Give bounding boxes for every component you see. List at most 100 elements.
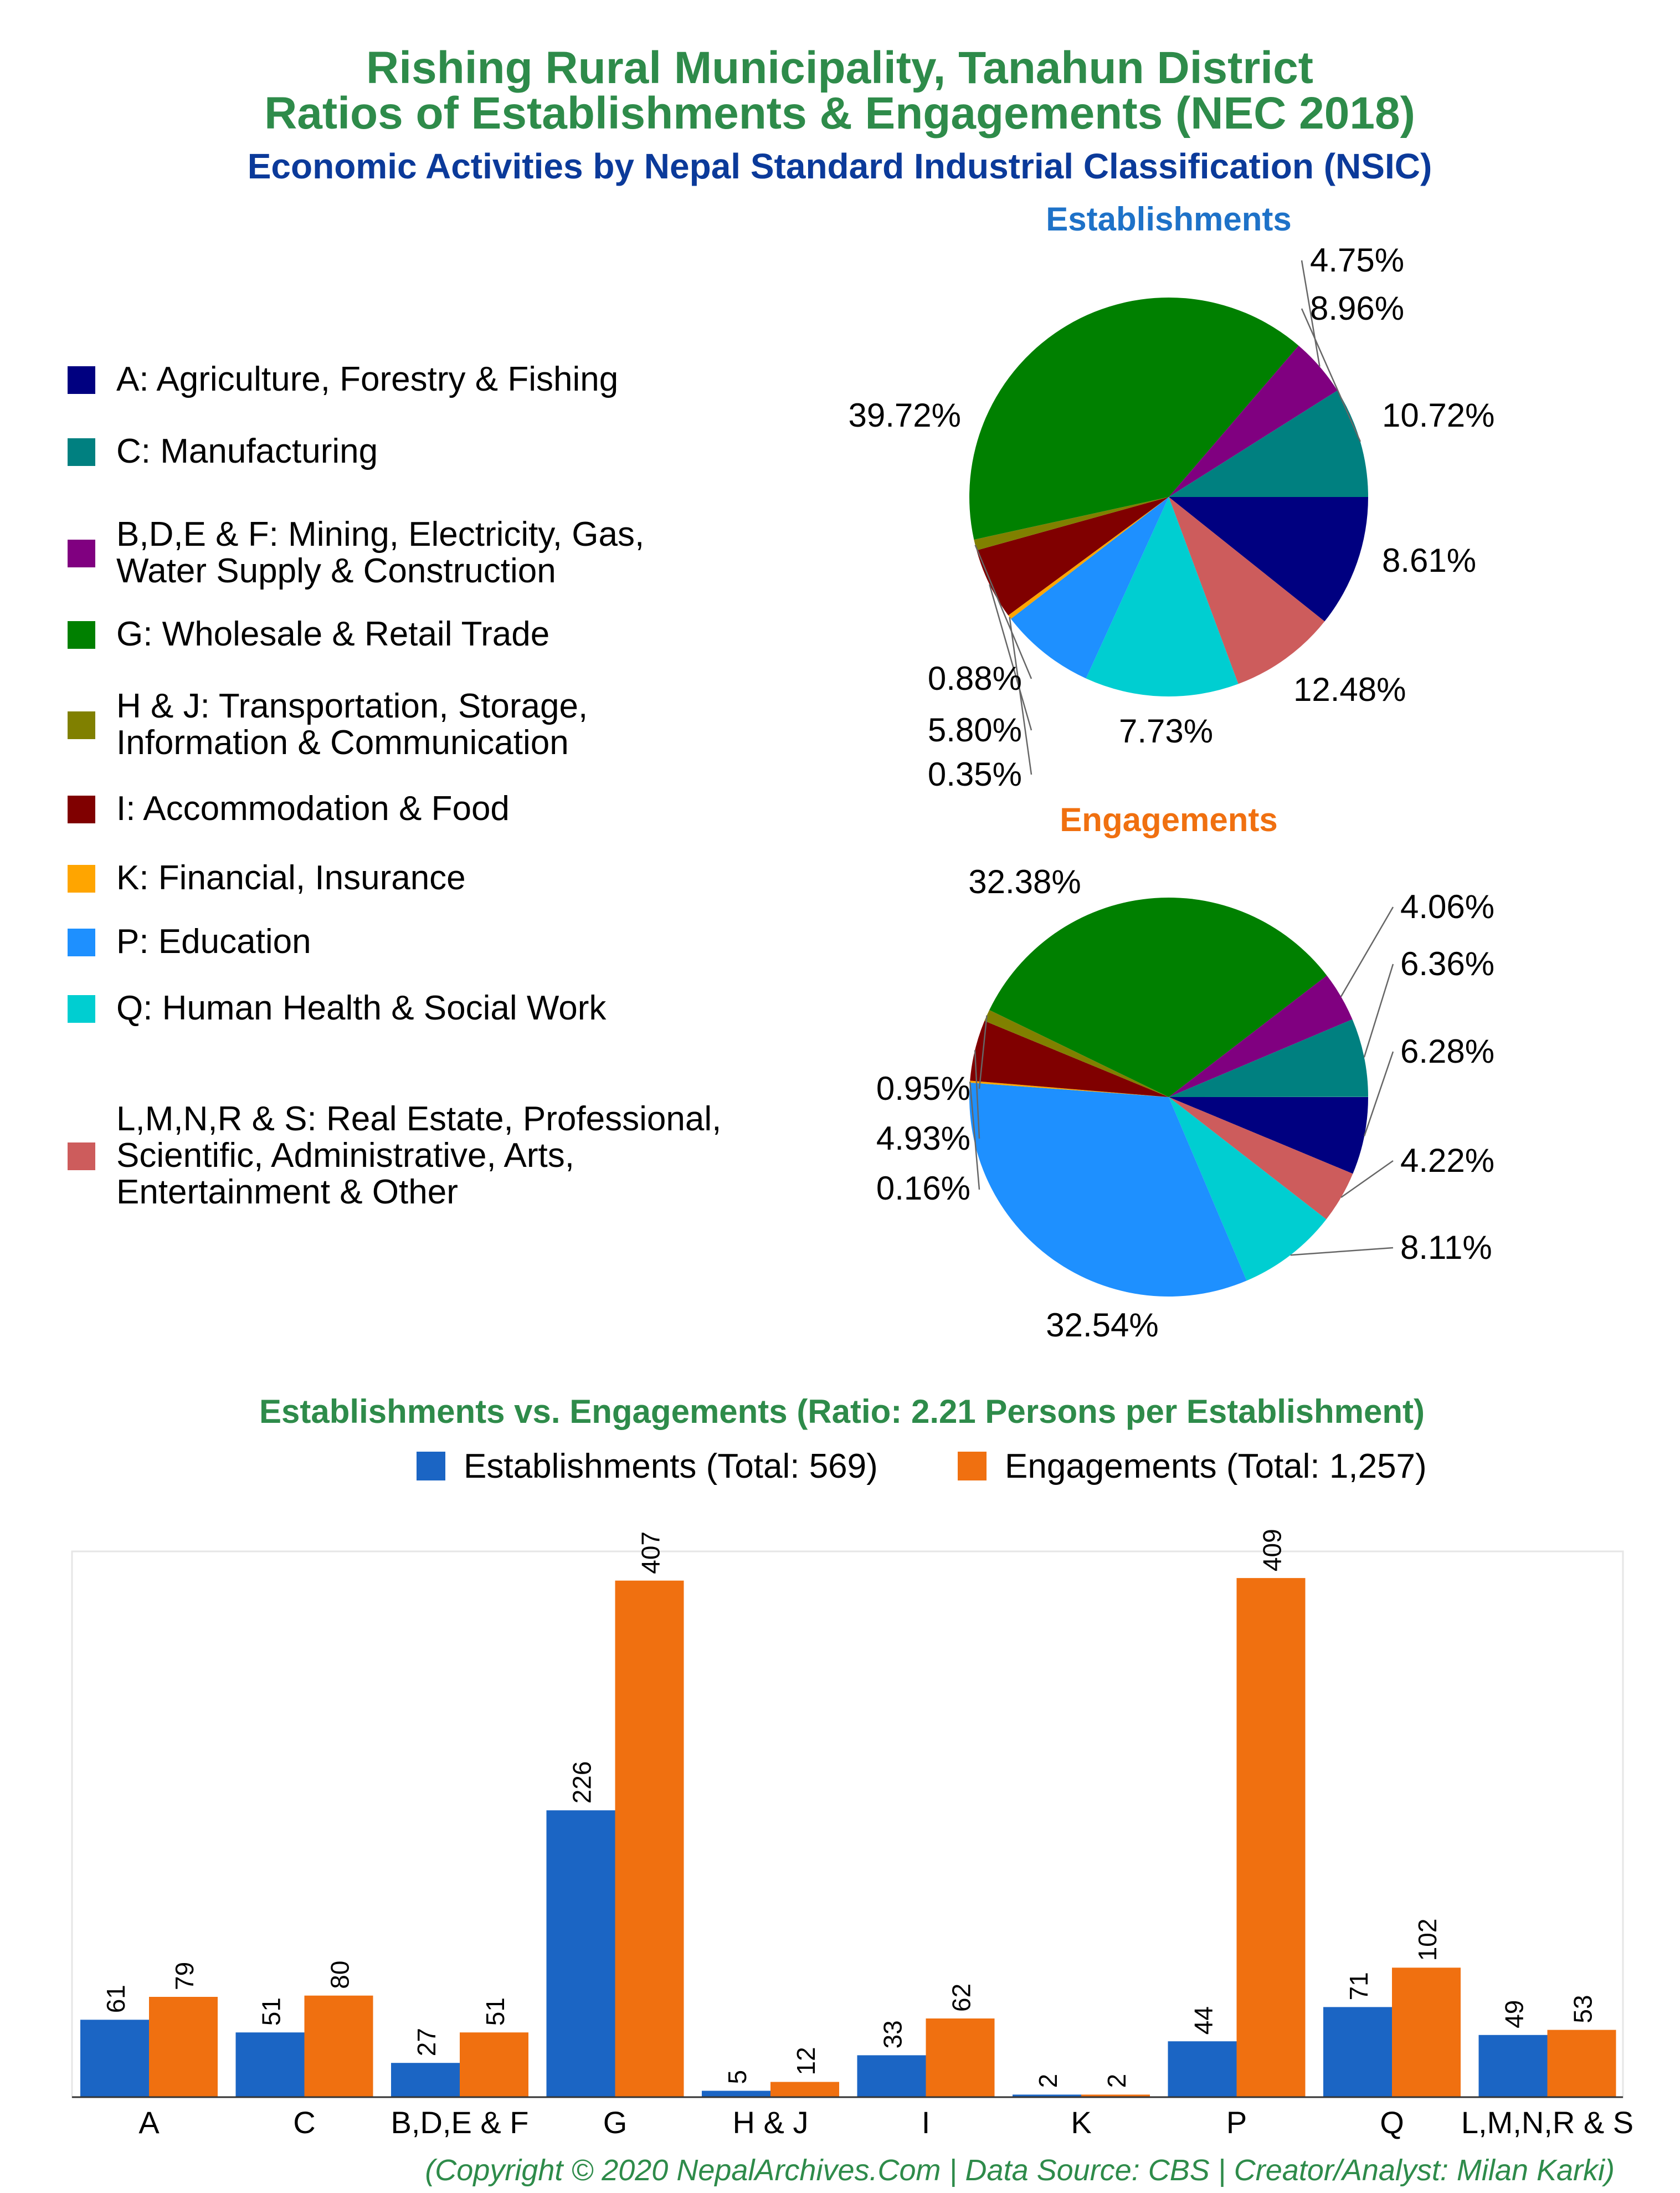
legend-label: K: Financial, Insurance (116, 859, 466, 897)
bar-engagements-8 (1392, 1967, 1461, 2097)
bar-category-label: H & J (733, 2105, 809, 2140)
legend-swatch (68, 366, 95, 394)
pie-slice-lmnrs (1169, 497, 1325, 684)
pie-slice-lmnrs (1169, 1097, 1353, 1220)
pie-slice-p (969, 1083, 1247, 1297)
legend-label: Scientific, Administrative, Arts, (116, 1136, 574, 1175)
pie-slice-hj (984, 1010, 1169, 1097)
pie-slice-q (1086, 497, 1239, 697)
legend-label: I: Accommodation & Food (116, 790, 510, 828)
engagements-pie-title: Engagements (1060, 801, 1277, 838)
legend-label: L,M,N,R & S: Real Estate, Professional, (116, 1100, 721, 1138)
pie-label-i: 5.80% (928, 711, 1022, 749)
establishments-pie-title: Establishments (1046, 201, 1291, 238)
bar-engagements-0 (149, 1997, 218, 2097)
legend-item-q: Q: Human Health & Social Work (68, 989, 607, 1027)
bar-establishments-5 (857, 2055, 926, 2097)
legend-item-k: K: Financial, Insurance (68, 859, 466, 897)
bar-value-label: 5 (723, 2070, 752, 2084)
bar-category-label: P (1226, 2105, 1247, 2140)
bar-engagements-4 (770, 2082, 839, 2097)
pie-leader-line (969, 1082, 980, 1190)
bar-establishments-8 (1323, 2007, 1392, 2097)
pie-label-i: 4.93% (876, 1120, 970, 1157)
legend-swatch (68, 796, 95, 823)
legend-label: Water Supply & Construction (116, 552, 556, 590)
pie-label-k: 0.16% (876, 1170, 970, 1207)
legend-label: C: Manufacturing (116, 432, 378, 470)
legend-label: A: Agriculture, Forestry & Fishing (116, 360, 618, 398)
legend-swatch (68, 1142, 95, 1170)
bar-engagements-2 (460, 2032, 528, 2097)
pie-label-hj: 0.95% (876, 1070, 970, 1107)
pie-slice-k (1008, 497, 1169, 619)
bar-legend-swatch-0 (417, 1452, 445, 1480)
bar-establishments-1 (235, 2032, 305, 2097)
legend-swatch (68, 540, 95, 567)
bar-establishments-6 (1013, 2094, 1081, 2097)
pie-label-bdef: 4.75% (1310, 242, 1404, 279)
main-title-line2: Ratios of Establishments & Engagements (… (264, 88, 1415, 139)
pie-slice-c (1169, 390, 1368, 497)
pie-leader-line (974, 545, 1032, 679)
bar-value-label: 27 (412, 2028, 441, 2056)
bar-value-label: 44 (1189, 2006, 1218, 2035)
pie-label-lmnrs: 8.61% (1382, 542, 1476, 579)
pie-slice-i (977, 497, 1169, 616)
pie-label-k: 0.35% (928, 756, 1022, 793)
bar-establishments-3 (546, 1810, 615, 2097)
legend-item-g: G: Wholesale & Retail Trade (68, 615, 549, 653)
pie-slice-a (1169, 1097, 1368, 1174)
bar-category-label: I (922, 2105, 931, 2140)
bar-establishments-7 (1168, 2041, 1237, 2097)
legend-swatch (68, 711, 95, 739)
pie-label-a: 10.72% (1382, 397, 1495, 434)
pie-label-p: 32.54% (1046, 1306, 1159, 1344)
main-title-line1: Rishing Rural Municipality, Tanahun Dist… (366, 43, 1313, 93)
legend-swatch (68, 865, 95, 893)
legend-item-hj: H & J: Transportation, Storage,Informati… (68, 687, 588, 762)
legend-item-lmnrs: L,M,N,R & S: Real Estate, Professional,S… (68, 1100, 721, 1211)
bar-value-label: 102 (1413, 1919, 1442, 1961)
pie-slice-q (1169, 1097, 1327, 1281)
pie-slice-hj (974, 497, 1169, 551)
pie-label-q: 12.48% (1293, 671, 1406, 708)
category-legend: A: Agriculture, Forestry & Fishing C: Man… (68, 360, 721, 1211)
pie-label-bdef: 4.06% (1400, 888, 1494, 925)
bar-category-label: K (1071, 2105, 1091, 2140)
bar-chart: 61 79 A 51 80 C 27 51 B,D,E & F 226 407 G 5 12 H & J 33… (72, 1529, 1633, 2140)
bar-value-label: 33 (878, 2020, 907, 2048)
bar-category-label: G (603, 2105, 628, 2140)
bar-value-label: 53 (1569, 1995, 1597, 2023)
pie-leader-line (1301, 308, 1361, 442)
pie-leader-line (1340, 1160, 1394, 1198)
legend-label: B,D,E & F: Mining, Electricity, Gas, (116, 515, 644, 554)
legend-swatch (68, 929, 95, 956)
pie-leader-line (1290, 1247, 1394, 1256)
bar-category-label: B,D,E & F (391, 2105, 529, 2140)
pie-label-c: 8.96% (1310, 290, 1404, 327)
bar-engagements-7 (1236, 1578, 1306, 2097)
bar-category-label: A (138, 2105, 160, 2140)
legend-label: H & J: Transportation, Storage, (116, 687, 588, 725)
pie-label-p: 7.73% (1119, 713, 1213, 750)
bar-value-label: 226 (568, 1761, 597, 1804)
pie-slice-bdef (1169, 975, 1353, 1097)
pie-leader-line (1009, 617, 1032, 775)
bar-legend-label-0: Establishments (Total: 569) (464, 1447, 878, 1485)
pie-label-a: 6.28% (1400, 1033, 1494, 1070)
legend-label: Entertainment & Other (116, 1173, 458, 1211)
pie-label-lmnrs: 4.22% (1400, 1142, 1494, 1179)
legend-label: P: Education (116, 923, 311, 961)
pie-leader-line (989, 584, 1032, 731)
legend-item-a: A: Agriculture, Forestry & Fishing (68, 360, 618, 398)
pie-slice-g (969, 297, 1299, 540)
bar-engagements-3 (615, 1580, 684, 2097)
bar-establishments-4 (702, 2090, 770, 2097)
pie-label-hj: 0.88% (928, 660, 1022, 697)
pie-slice-c (1169, 1019, 1368, 1097)
legend-label: Q: Human Health & Social Work (116, 989, 607, 1027)
pie-leader-line (1340, 906, 1394, 997)
bar-value-label: 80 (326, 1961, 355, 1989)
